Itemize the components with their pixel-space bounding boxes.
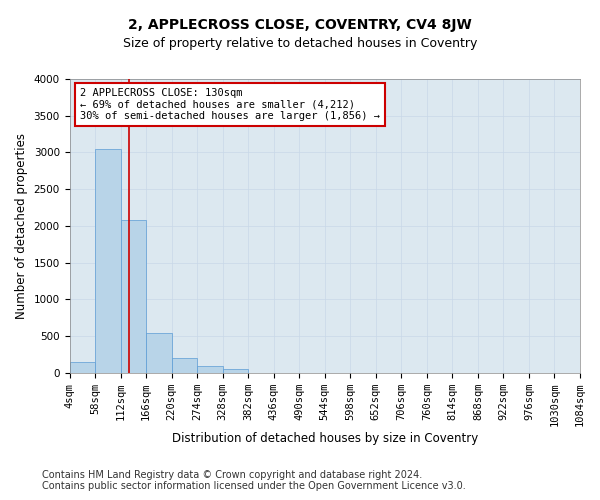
Bar <box>146 334 172 373</box>
Bar <box>223 369 248 373</box>
Text: Contains public sector information licensed under the Open Government Licence v3: Contains public sector information licen… <box>42 481 466 491</box>
Bar <box>70 362 95 373</box>
Bar <box>197 366 223 373</box>
Text: 2 APPLECROSS CLOSE: 130sqm
← 69% of detached houses are smaller (4,212)
30% of s: 2 APPLECROSS CLOSE: 130sqm ← 69% of deta… <box>80 88 380 121</box>
Y-axis label: Number of detached properties: Number of detached properties <box>15 133 28 319</box>
Text: Contains HM Land Registry data © Crown copyright and database right 2024.: Contains HM Land Registry data © Crown c… <box>42 470 422 480</box>
Text: Size of property relative to detached houses in Coventry: Size of property relative to detached ho… <box>123 38 477 51</box>
X-axis label: Distribution of detached houses by size in Coventry: Distribution of detached houses by size … <box>172 432 478 445</box>
Bar <box>95 149 121 373</box>
Bar <box>121 220 146 373</box>
Bar <box>172 358 197 373</box>
Text: 2, APPLECROSS CLOSE, COVENTRY, CV4 8JW: 2, APPLECROSS CLOSE, COVENTRY, CV4 8JW <box>128 18 472 32</box>
